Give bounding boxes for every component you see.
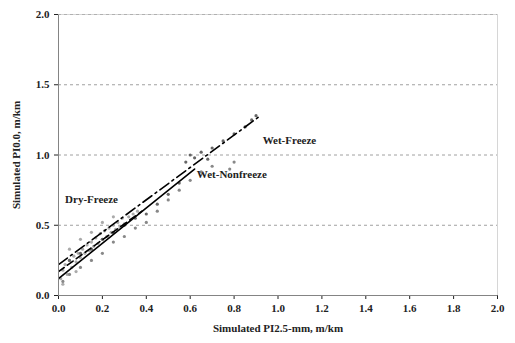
svg-text:Wet-Freeze: Wet-Freeze xyxy=(263,134,317,146)
svg-text:Simulated PI2.5-mm, m/km: Simulated PI2.5-mm, m/km xyxy=(213,322,343,334)
svg-text:1.8: 1.8 xyxy=(447,302,461,314)
svg-text:Simulated PI0.0, m/km: Simulated PI0.0, m/km xyxy=(10,101,22,209)
svg-text:1.0: 1.0 xyxy=(36,149,50,161)
svg-text:0.5: 0.5 xyxy=(36,219,50,231)
svg-text:0.8: 0.8 xyxy=(227,302,241,314)
svg-text:0.2: 0.2 xyxy=(96,302,110,314)
svg-text:1.4: 1.4 xyxy=(359,302,373,314)
svg-text:0.0: 0.0 xyxy=(52,302,66,314)
svg-text:1.6: 1.6 xyxy=(403,302,417,314)
svg-text:Dry-Freeze: Dry-Freeze xyxy=(65,193,118,205)
svg-text:0.0: 0.0 xyxy=(36,289,50,301)
svg-text:Wet-Nonfreeze: Wet-Nonfreeze xyxy=(197,168,267,180)
svg-text:1.5: 1.5 xyxy=(36,78,50,90)
svg-text:2.0: 2.0 xyxy=(36,8,50,20)
svg-text:2.0: 2.0 xyxy=(491,302,505,314)
svg-text:0.4: 0.4 xyxy=(139,302,153,314)
svg-text:1.2: 1.2 xyxy=(315,302,329,314)
svg-text:0.6: 0.6 xyxy=(183,302,197,314)
svg-text:1.0: 1.0 xyxy=(271,302,285,314)
